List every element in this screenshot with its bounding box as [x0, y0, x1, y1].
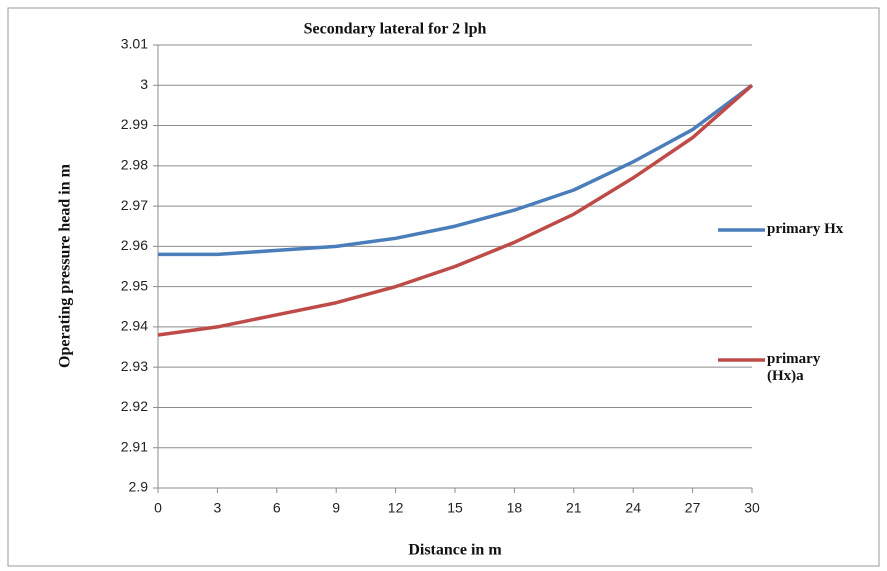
y-axis-title: Operating pressure head in m [57, 163, 74, 368]
y-tick-label: 2.94 [121, 318, 148, 334]
y-tick-label: 2.91 [121, 438, 148, 454]
legend-label: primary (Hx)a [767, 351, 821, 384]
x-tick-label: 27 [685, 500, 701, 516]
chart-title: Secondary lateral for 2 lph [304, 21, 487, 38]
y-tick-label: 2.96 [121, 237, 148, 253]
x-tick-label: 15 [447, 500, 463, 516]
x-tick-label: 3 [214, 500, 222, 516]
y-tick-label: 2.99 [121, 116, 148, 132]
y-tick-label: 2.98 [121, 157, 148, 173]
legend-label: primary Hx [767, 221, 844, 237]
x-tick-label: 24 [625, 500, 641, 516]
y-tick-label: 3 [140, 76, 148, 92]
x-tick-label: 21 [566, 500, 582, 516]
x-axis-title: Distance in m [408, 542, 502, 559]
y-tick-label: 2.92 [121, 398, 148, 414]
x-tick-label: 6 [273, 500, 281, 516]
x-tick-label: 18 [507, 500, 523, 516]
x-tick-label: 30 [744, 500, 760, 516]
data-line [157, 83, 754, 337]
x-tick-label: 12 [388, 500, 404, 516]
y-tick-label: 3.01 [121, 36, 148, 52]
data-line [158, 83, 754, 257]
y-tick-label: 2.97 [121, 197, 148, 213]
x-tick-label: 9 [332, 500, 340, 516]
y-tick-label: 2.93 [121, 358, 148, 374]
y-tick-label: 2.9 [129, 479, 149, 495]
x-tick-label: 0 [154, 500, 162, 516]
y-tick-label: 2.95 [121, 277, 148, 293]
